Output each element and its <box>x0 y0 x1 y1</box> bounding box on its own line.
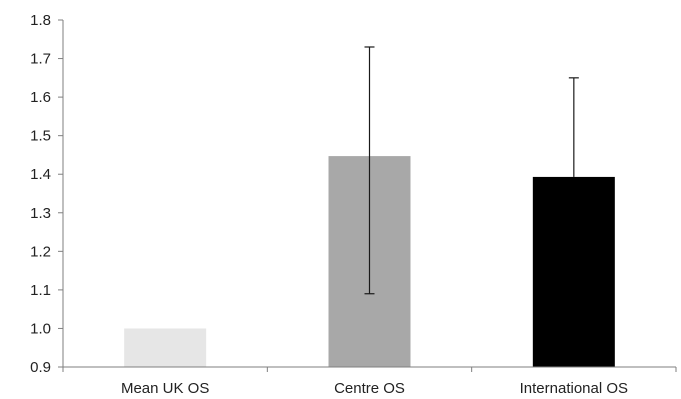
y-axis-ticks: 0.9 1.0 1.1 1.2 1.3 1.4 1.5 1.6 1.7 1.8 <box>30 12 677 376</box>
x-category-label: Mean UK OS <box>121 380 209 397</box>
y-tick-label: 1.8 <box>30 12 51 29</box>
y-tick-label: 1.1 <box>30 282 51 299</box>
bar-mean-uk-os <box>124 328 207 367</box>
y-tick-label: 1.2 <box>30 243 51 260</box>
y-tick-label: 1.0 <box>30 320 51 337</box>
x-category-label: Centre OS <box>334 380 405 397</box>
y-tick-label: 0.9 <box>30 359 51 376</box>
y-tick-label: 1.5 <box>30 128 51 145</box>
x-axis-labels: Mean UK OS Centre OS International OS <box>121 380 628 397</box>
bar-international-os <box>532 176 615 367</box>
y-tick-label: 1.3 <box>30 205 51 222</box>
y-tick-label: 1.7 <box>30 51 51 68</box>
y-tick-label: 1.6 <box>30 89 51 106</box>
error-bars <box>364 46 579 295</box>
x-category-label: International OS <box>520 380 628 397</box>
y-tick-label: 1.4 <box>30 166 51 183</box>
